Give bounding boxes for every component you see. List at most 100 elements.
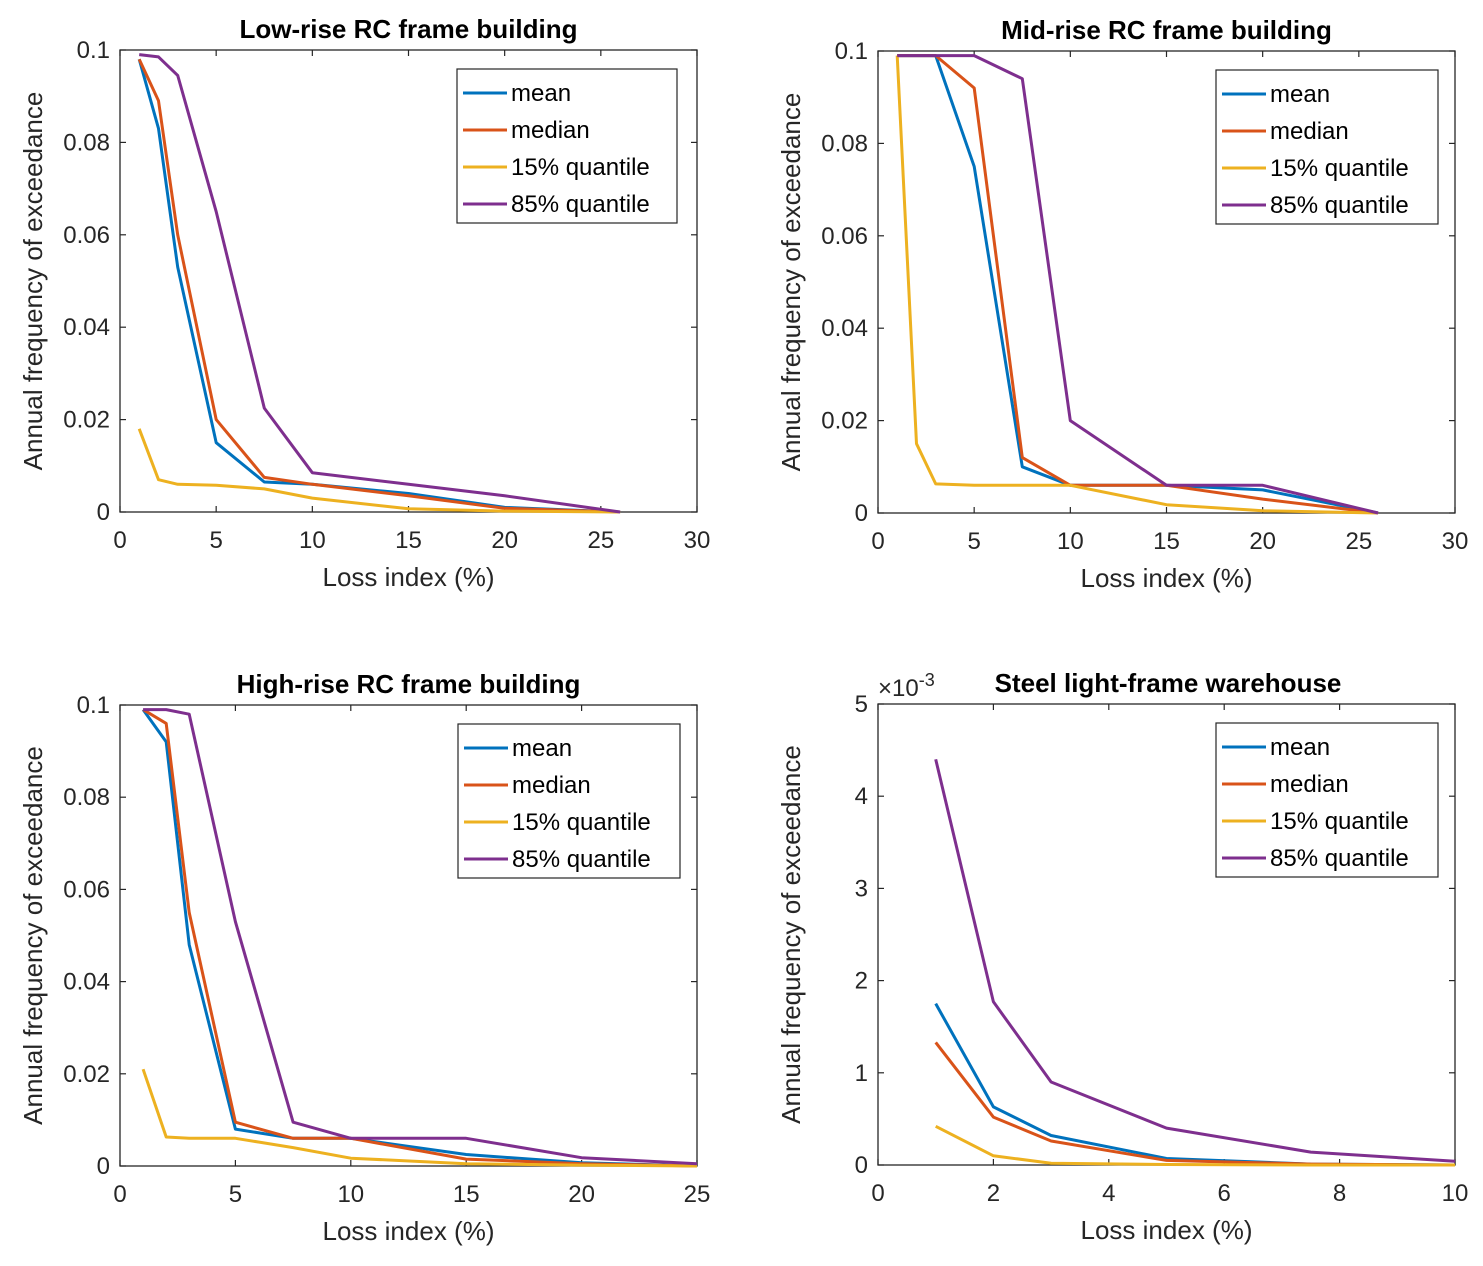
x-tick-label: 4 — [1102, 1180, 1115, 1207]
legend: mean median 15% quantile 85% quantile — [1215, 722, 1439, 878]
y-tick-label: 0 — [97, 1153, 110, 1180]
y-tick-label: 0.1 — [77, 692, 110, 719]
chart-panel-4: 0 2 4 6 8 10 0 1 2 3 4 5 ×10-3 Steel light-frame ware… — [776, 668, 1468, 1245]
legend-entry: 85% quantile — [512, 846, 651, 873]
y-tick-label: 0 — [97, 499, 110, 526]
legend-entry: median — [512, 772, 591, 799]
series-line-3 — [895, 55, 1379, 515]
y-tick-label: 0.08 — [821, 130, 868, 157]
x-tick-label: 2 — [987, 1180, 1000, 1207]
x-tick-label: 25 — [1345, 528, 1372, 555]
y-tick-label: 0.1 — [77, 37, 110, 64]
x-tick-label: 0 — [871, 1180, 884, 1207]
legend-entry: median — [1270, 771, 1349, 798]
chart-title: High-rise RC frame building — [237, 669, 581, 699]
series-line-3 — [935, 1124, 1455, 1167]
x-tick-label: 6 — [1218, 1180, 1231, 1207]
legend-entry: mean — [1270, 734, 1330, 761]
legend-box — [1215, 69, 1439, 225]
series-line-3 — [141, 1068, 698, 1168]
legend-entry: 15% quantile — [1270, 155, 1409, 182]
legend: mean median 15% quantile 85% quantile — [456, 68, 678, 224]
legend-entry: 85% quantile — [1270, 845, 1409, 872]
x-tick-label: 10 — [337, 1181, 364, 1208]
chart-panel-1: 0 5 10 15 20 25 30 0 0.02 0.04 0.06 0.08 0.1 Low-rise… — [18, 14, 710, 592]
x-tick-label: 30 — [1442, 528, 1469, 555]
y-tick-label: 2 — [855, 968, 868, 995]
y-tick-label: 3 — [855, 875, 868, 902]
x-tick-label: 10 — [1442, 1180, 1469, 1207]
x-tick-label: 0 — [871, 528, 884, 555]
y-tick-label: 0.02 — [821, 408, 868, 435]
y-tick-label: 0 — [855, 500, 868, 527]
y-tick-label: 4 — [855, 783, 868, 810]
series-line-3 — [137, 428, 621, 514]
legend-entry: mean — [1270, 81, 1330, 108]
legend-box — [457, 723, 681, 879]
x-tick-label: 25 — [684, 1181, 711, 1208]
y-axis-label: Annual frequency of exceedance — [776, 745, 806, 1124]
x-tick-label: 0 — [113, 1181, 126, 1208]
x-tick-label: 25 — [587, 527, 614, 554]
x-axis-label: Loss index (%) — [1081, 1215, 1253, 1245]
chart-panel-2: 0 5 10 15 20 25 30 0 0.02 0.04 0.06 0.08 0.1 Mid-rise… — [776, 15, 1468, 593]
chart-title: Low-rise RC frame building — [239, 14, 577, 44]
chart-title: Steel light-frame warehouse — [995, 668, 1342, 698]
legend-box — [1215, 722, 1439, 878]
x-axis-label: Loss index (%) — [323, 1216, 495, 1246]
y-tick-label: 0.02 — [63, 1061, 110, 1088]
x-tick-label: 0 — [113, 527, 126, 554]
legend-entry: 15% quantile — [511, 154, 650, 181]
y-tick-label: 0.06 — [63, 876, 110, 903]
y-tick-label: 0.02 — [63, 407, 110, 434]
y-tick-label: 0.06 — [821, 223, 868, 250]
chart-panel-3: 0 5 10 15 20 25 0 0.02 0.04 0.06 0.08 0.1 High-rise … — [18, 669, 710, 1246]
legend-entry: 15% quantile — [512, 809, 651, 836]
legend-entry: 15% quantile — [1270, 808, 1409, 835]
chart-title: Mid-rise RC frame building — [1001, 15, 1332, 45]
legend-entry: median — [511, 117, 590, 144]
legend-entry: mean — [511, 80, 571, 107]
x-tick-label: 5 — [967, 528, 980, 555]
x-tick-label: 5 — [209, 527, 222, 554]
series-line-2 — [142, 708, 698, 1168]
y-tick-label: 0 — [855, 1152, 868, 1179]
series-line-2 — [137, 58, 621, 514]
legend: mean median 15% quantile 85% quantile — [1215, 69, 1439, 225]
y-exponent-label: ×10-3 — [878, 670, 935, 702]
legend-box — [456, 68, 678, 224]
x-tick-label: 20 — [491, 527, 518, 554]
x-tick-label: 8 — [1333, 1180, 1346, 1207]
legend-entry: median — [1270, 118, 1349, 145]
series-line-4 — [934, 758, 1456, 1163]
plot-area — [119, 704, 698, 1167]
x-tick-label: 15 — [395, 527, 422, 554]
y-axis-label: Annual frequency of exceedance — [18, 746, 48, 1125]
series-line-4 — [897, 54, 1379, 515]
y-axis-label: Annual frequency of exceedance — [18, 92, 48, 471]
series-line-4 — [139, 53, 621, 514]
legend-entry: 85% quantile — [511, 191, 650, 218]
y-tick-label: 0.06 — [63, 222, 110, 249]
y-tick-label: 0.04 — [63, 969, 110, 996]
y-tick-label: 0.04 — [63, 314, 110, 341]
x-tick-label: 30 — [684, 527, 711, 554]
x-axis-label: Loss index (%) — [323, 562, 495, 592]
legend-entry: 85% quantile — [1270, 192, 1409, 219]
series-line-4 — [143, 708, 698, 1166]
y-tick-label: 5 — [855, 691, 868, 718]
x-axis-label: Loss index (%) — [1081, 563, 1253, 593]
y-tick-label: 0.08 — [63, 129, 110, 156]
y-tick-label: 0.04 — [821, 315, 868, 342]
x-tick-label: 20 — [568, 1181, 595, 1208]
x-tick-label: 15 — [453, 1181, 480, 1208]
x-tick-label: 20 — [1249, 528, 1276, 555]
y-tick-label: 1 — [855, 1060, 868, 1087]
legend: mean median 15% quantile 85% quantile — [457, 723, 681, 879]
y-axis-label: Annual frequency of exceedance — [776, 93, 806, 472]
x-tick-label: 15 — [1153, 528, 1180, 555]
legend-entry: mean — [512, 735, 572, 762]
y-tick-label: 0.1 — [835, 38, 868, 65]
y-tick-label: 0.08 — [63, 784, 110, 811]
